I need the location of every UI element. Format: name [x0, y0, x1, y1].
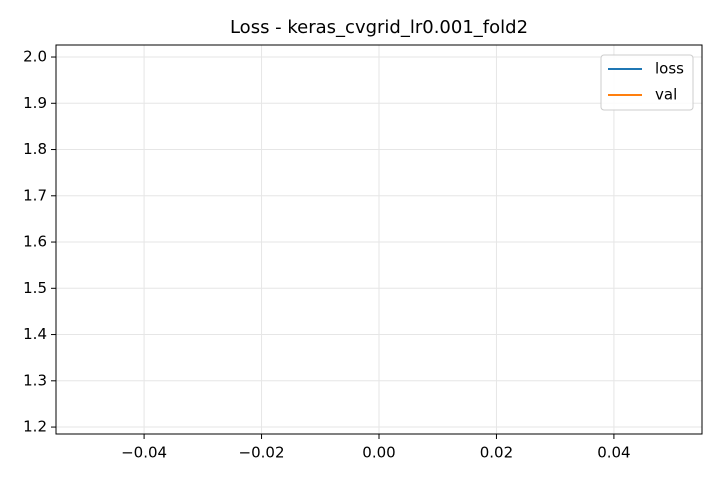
plot-frame [55, 44, 703, 435]
y-tick-label: 1.7 [23, 186, 47, 204]
x-tick-label: 0.02 [480, 444, 513, 462]
x-tick-label: 0.04 [597, 444, 630, 462]
y-tick-label: 1.8 [23, 140, 47, 158]
y-tick-label: 1.3 [23, 371, 47, 389]
y-tick-label: 1.5 [23, 279, 47, 297]
x-tick-label: −0.04 [121, 444, 167, 462]
legend-label: loss [655, 60, 684, 78]
legend-label: val [655, 86, 677, 104]
y-tick-label: 2.0 [23, 48, 47, 66]
y-tick-label: 1.6 [23, 233, 47, 251]
chart-title: Loss - keras_cvgrid_lr0.001_fold2 [230, 17, 528, 38]
x-tick-label: 0.00 [362, 444, 395, 462]
y-tick-label: 1.9 [23, 94, 47, 112]
x-tick-label: −0.02 [239, 444, 285, 462]
y-tick-label: 1.2 [23, 418, 47, 436]
y-tick-label: 1.4 [23, 325, 47, 343]
